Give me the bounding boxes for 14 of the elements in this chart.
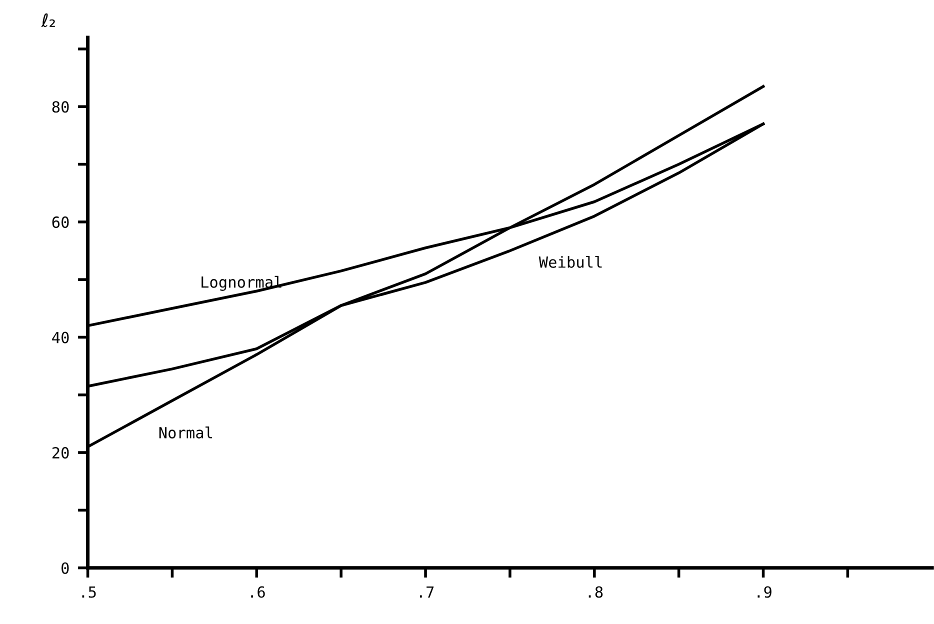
y-tick-label: 60 [52,216,69,228]
y-tick-label: 80 [52,101,69,113]
y-tick-label: 40 [52,332,69,344]
x-tick-label: .9 [758,586,772,598]
series-label: Normal [159,426,212,438]
x-tick-label: .5 [82,586,96,598]
y-axis-title: ℓ₂ [41,13,55,28]
x-tick-label: .6 [251,586,265,598]
x-tick-label: .8 [588,586,603,598]
y-tick-label: 20 [52,447,69,459]
x-tick-label: .7 [420,586,434,598]
y-tick-label: 0 [62,562,69,574]
series-label: Lognormal [202,276,282,291]
series-label: Weibull [538,256,602,268]
